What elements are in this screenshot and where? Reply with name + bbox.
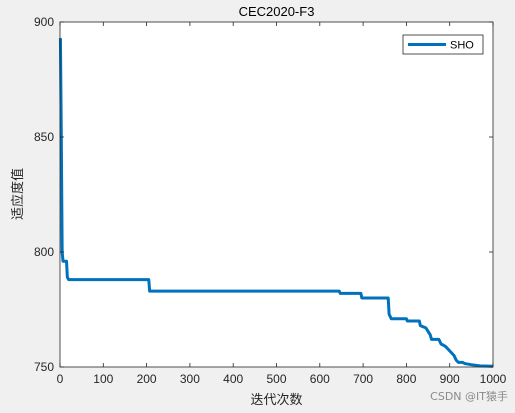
x-axis-label: 迭代次数 xyxy=(250,392,302,408)
plot-area xyxy=(60,22,493,367)
x-tick-label: 300 xyxy=(180,372,200,386)
series-line-sho xyxy=(58,38,494,368)
y-tick-label: 750 xyxy=(34,360,54,374)
x-tick-label: 200 xyxy=(137,372,157,386)
series-layer xyxy=(58,38,494,368)
y-axis-label: 适应度值 xyxy=(10,168,26,220)
ticks-layer: 0 100 200 300 400 500 600 700 800 900 1000 750 800 85… xyxy=(34,15,507,386)
legend: SHO xyxy=(402,34,484,55)
x-tick-label: 1000 xyxy=(480,372,507,386)
y-tick-label: 850 xyxy=(34,130,54,144)
chart-title: CEC2020-F3 xyxy=(239,4,315,19)
x-tick-label: 400 xyxy=(223,372,243,386)
x-tick-label: 600 xyxy=(310,372,330,386)
x-tick-label: 900 xyxy=(440,372,460,386)
x-tick-label: 0 xyxy=(57,372,64,386)
x-tick-label: 800 xyxy=(396,372,416,386)
watermark: CSDN @IT猿手 xyxy=(430,389,508,403)
y-tick-label: 800 xyxy=(34,245,54,259)
x-tick-label: 500 xyxy=(266,372,286,386)
y-tick-label: 900 xyxy=(34,15,54,29)
x-tick-label: 100 xyxy=(93,372,113,386)
legend-label: SHO xyxy=(450,40,474,52)
x-tick-label: 700 xyxy=(353,372,373,386)
